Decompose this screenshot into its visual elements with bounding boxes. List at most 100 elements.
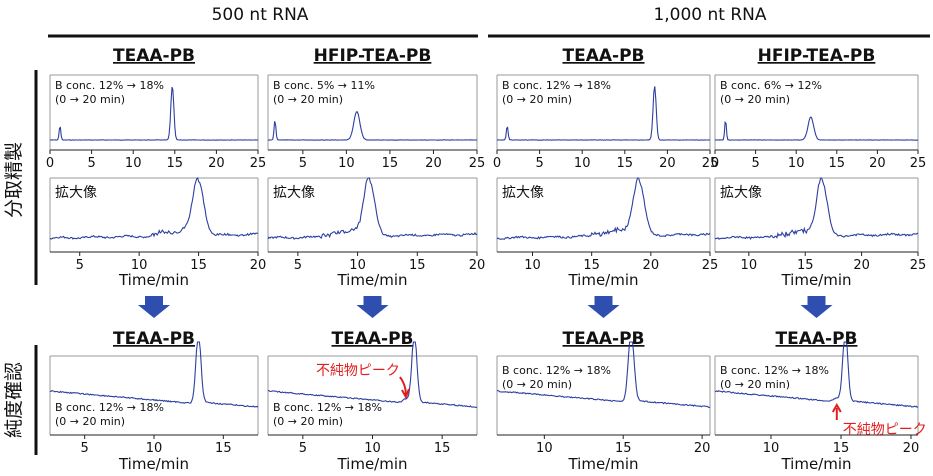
zoom-1-tick-label: 20 bbox=[469, 258, 486, 273]
prep-3-tick-label: 25 bbox=[910, 156, 927, 171]
zoom-3-tick-label: 10 bbox=[741, 258, 758, 273]
prep-2-cond2: (0 → 20 min) bbox=[502, 93, 572, 106]
zoom-0-tick-label: 5 bbox=[76, 258, 84, 273]
purity-3-tick-label: 20 bbox=[903, 441, 920, 456]
prep-3-cond2: (0 → 20 min) bbox=[720, 93, 790, 106]
prep-1-tick-label: 20 bbox=[425, 156, 442, 171]
prep-1-tick-label: 15 bbox=[382, 156, 399, 171]
purity-2-tick-label: 15 bbox=[615, 441, 632, 456]
zoom-3-trace bbox=[714, 177, 919, 241]
prep-3-title: HFIP-TEA-PB bbox=[758, 46, 876, 66]
prep-0-tick-label: 5 bbox=[87, 156, 95, 171]
zoom-1-tick-label: 10 bbox=[349, 258, 366, 273]
group-title-1000: 1,000 nt RNA bbox=[653, 5, 766, 25]
prep-1-tick-label: 5 bbox=[299, 156, 307, 171]
prep-2-cond1: B conc. 12% → 18% bbox=[502, 79, 611, 92]
purity-2-tick-label: 20 bbox=[694, 441, 711, 456]
prep-2-tick-label: 0 bbox=[493, 156, 501, 171]
prep-2-tick-label: 20 bbox=[659, 156, 676, 171]
purity-1-tick-label: 15 bbox=[434, 441, 451, 456]
zoom-1-xlabel: Time/min bbox=[336, 271, 407, 289]
zoom-2-tick-label: 10 bbox=[524, 258, 541, 273]
zoom-3-tick-label: 25 bbox=[910, 258, 927, 273]
prep-0-cond2: (0 → 20 min) bbox=[55, 93, 125, 106]
zoom-2-label: 拡大像 bbox=[502, 185, 544, 201]
prep-0-tick-label: 20 bbox=[208, 156, 225, 171]
prep-3-tick-label: 20 bbox=[869, 156, 886, 171]
down-arrow-3 bbox=[800, 296, 833, 318]
zoom-3-tick-label: 15 bbox=[797, 258, 814, 273]
prep-0-trace bbox=[50, 86, 259, 141]
purity-2-title: TEAA-PB bbox=[563, 329, 645, 349]
prep-3-tick-label: 15 bbox=[829, 156, 846, 171]
purity-0-xlabel: Time/min bbox=[118, 455, 189, 473]
zoom-0-tick-label: 20 bbox=[250, 258, 267, 273]
prep-1-tick-label: 25 bbox=[469, 156, 486, 171]
zoom-3-tick-label: 20 bbox=[853, 258, 870, 273]
purity-1-impurity-arrowhead bbox=[401, 388, 410, 400]
purity-0-tick-label: 10 bbox=[146, 441, 163, 456]
zoom-0-tick-label: 10 bbox=[131, 258, 148, 273]
zoom-0-xlabel: Time/min bbox=[118, 271, 189, 289]
prep-1-trace bbox=[267, 111, 478, 141]
purity-0-tick-label: 5 bbox=[81, 441, 89, 456]
zoom-2-tick-label: 20 bbox=[643, 258, 660, 273]
purity-2-trace bbox=[496, 341, 710, 408]
zoom-1-trace bbox=[267, 177, 478, 240]
zoom-2-xlabel: Time/min bbox=[567, 271, 638, 289]
prep-2-title: TEAA-PB bbox=[563, 46, 645, 66]
purity-1-trace bbox=[267, 341, 477, 408]
purity-0-cond1: B conc. 12% → 18% bbox=[55, 401, 164, 414]
purity-1-title: TEAA-PB bbox=[332, 329, 414, 349]
prep-2-trace bbox=[496, 86, 711, 141]
zoom-3-label: 拡大像 bbox=[720, 185, 762, 201]
purity-1-xlabel: Time/min bbox=[336, 455, 407, 473]
purity-1-tick-label: 10 bbox=[364, 441, 381, 456]
prep-0-tick-label: 10 bbox=[125, 156, 142, 171]
group-title-500: 500 nt RNA bbox=[212, 5, 309, 25]
purity-3-title: TEAA-PB bbox=[776, 329, 858, 349]
purity-3-cond2: (0 → 20 min) bbox=[720, 378, 790, 391]
purity-1-impurity-arrow bbox=[399, 376, 407, 396]
prep-0-cond1: B conc. 12% → 18% bbox=[55, 79, 164, 92]
prep-0-title: TEAA-PB bbox=[113, 46, 195, 66]
down-arrow-0 bbox=[138, 296, 170, 318]
purity-3-xlabel: Time/min bbox=[780, 455, 851, 473]
prep-2-tick-label: 5 bbox=[535, 156, 543, 171]
prep-1-cond1: B conc. 5% → 11% bbox=[273, 79, 375, 92]
zoom-2-trace bbox=[496, 177, 711, 240]
purity-0-title: TEAA-PB bbox=[113, 329, 195, 349]
down-arrow-1 bbox=[356, 296, 389, 318]
zoom-2-tick-label: 15 bbox=[583, 258, 600, 273]
purity-3-impurity-label: 不純物ピーク bbox=[843, 422, 927, 438]
purity-0-trace bbox=[49, 341, 259, 408]
purity-2-tick-label: 10 bbox=[536, 441, 553, 456]
zoom-0-tick-label: 15 bbox=[190, 258, 207, 273]
prep-2-tick-label: 25 bbox=[702, 156, 719, 171]
prep-1-tick-label: 10 bbox=[338, 156, 355, 171]
prep-1-title: HFIP-TEA-PB bbox=[314, 46, 432, 66]
zoom-3-xlabel: Time/min bbox=[780, 271, 851, 289]
purity-3-impurity-arrowhead bbox=[831, 402, 842, 413]
prep-2-tick-label: 10 bbox=[574, 156, 591, 171]
prep-0-tick-label: 0 bbox=[46, 156, 54, 171]
purity-3-cond1: B conc. 12% → 18% bbox=[720, 364, 829, 377]
zoom-0-label: 拡大像 bbox=[55, 185, 97, 201]
prep-1-cond2: (0 → 20 min) bbox=[273, 93, 343, 106]
purity-1-cond1: B conc. 12% → 18% bbox=[273, 401, 382, 414]
prep-2-tick-label: 15 bbox=[617, 156, 634, 171]
purity-2-cond1: B conc. 12% → 18% bbox=[502, 364, 611, 377]
purity-1-cond2: (0 → 20 min) bbox=[273, 415, 343, 428]
purity-3-trace bbox=[714, 341, 918, 408]
prep-0-tick-label: 15 bbox=[167, 156, 184, 171]
zoom-1-label: 拡大像 bbox=[273, 185, 315, 201]
zoom-2-tick-label: 25 bbox=[702, 258, 719, 273]
zoom-1-tick-label: 5 bbox=[294, 258, 302, 273]
prep-3-tick-label: 10 bbox=[788, 156, 805, 171]
prep-3-tick-label: 5 bbox=[751, 156, 759, 171]
down-arrow-2 bbox=[587, 296, 620, 318]
purity-1-impurity-label: 不純物ピーク bbox=[316, 363, 400, 379]
purity-0-tick-label: 15 bbox=[215, 441, 232, 456]
zoom-1-tick-label: 15 bbox=[409, 258, 426, 273]
